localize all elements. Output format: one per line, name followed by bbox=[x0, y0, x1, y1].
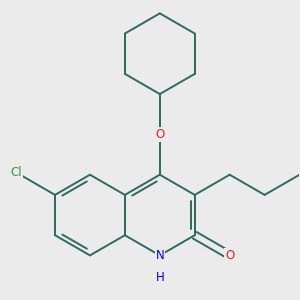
Text: N: N bbox=[155, 249, 164, 262]
Text: Cl: Cl bbox=[11, 166, 22, 179]
Text: O: O bbox=[155, 128, 164, 141]
Text: O: O bbox=[225, 249, 234, 262]
Text: H: H bbox=[155, 271, 164, 284]
